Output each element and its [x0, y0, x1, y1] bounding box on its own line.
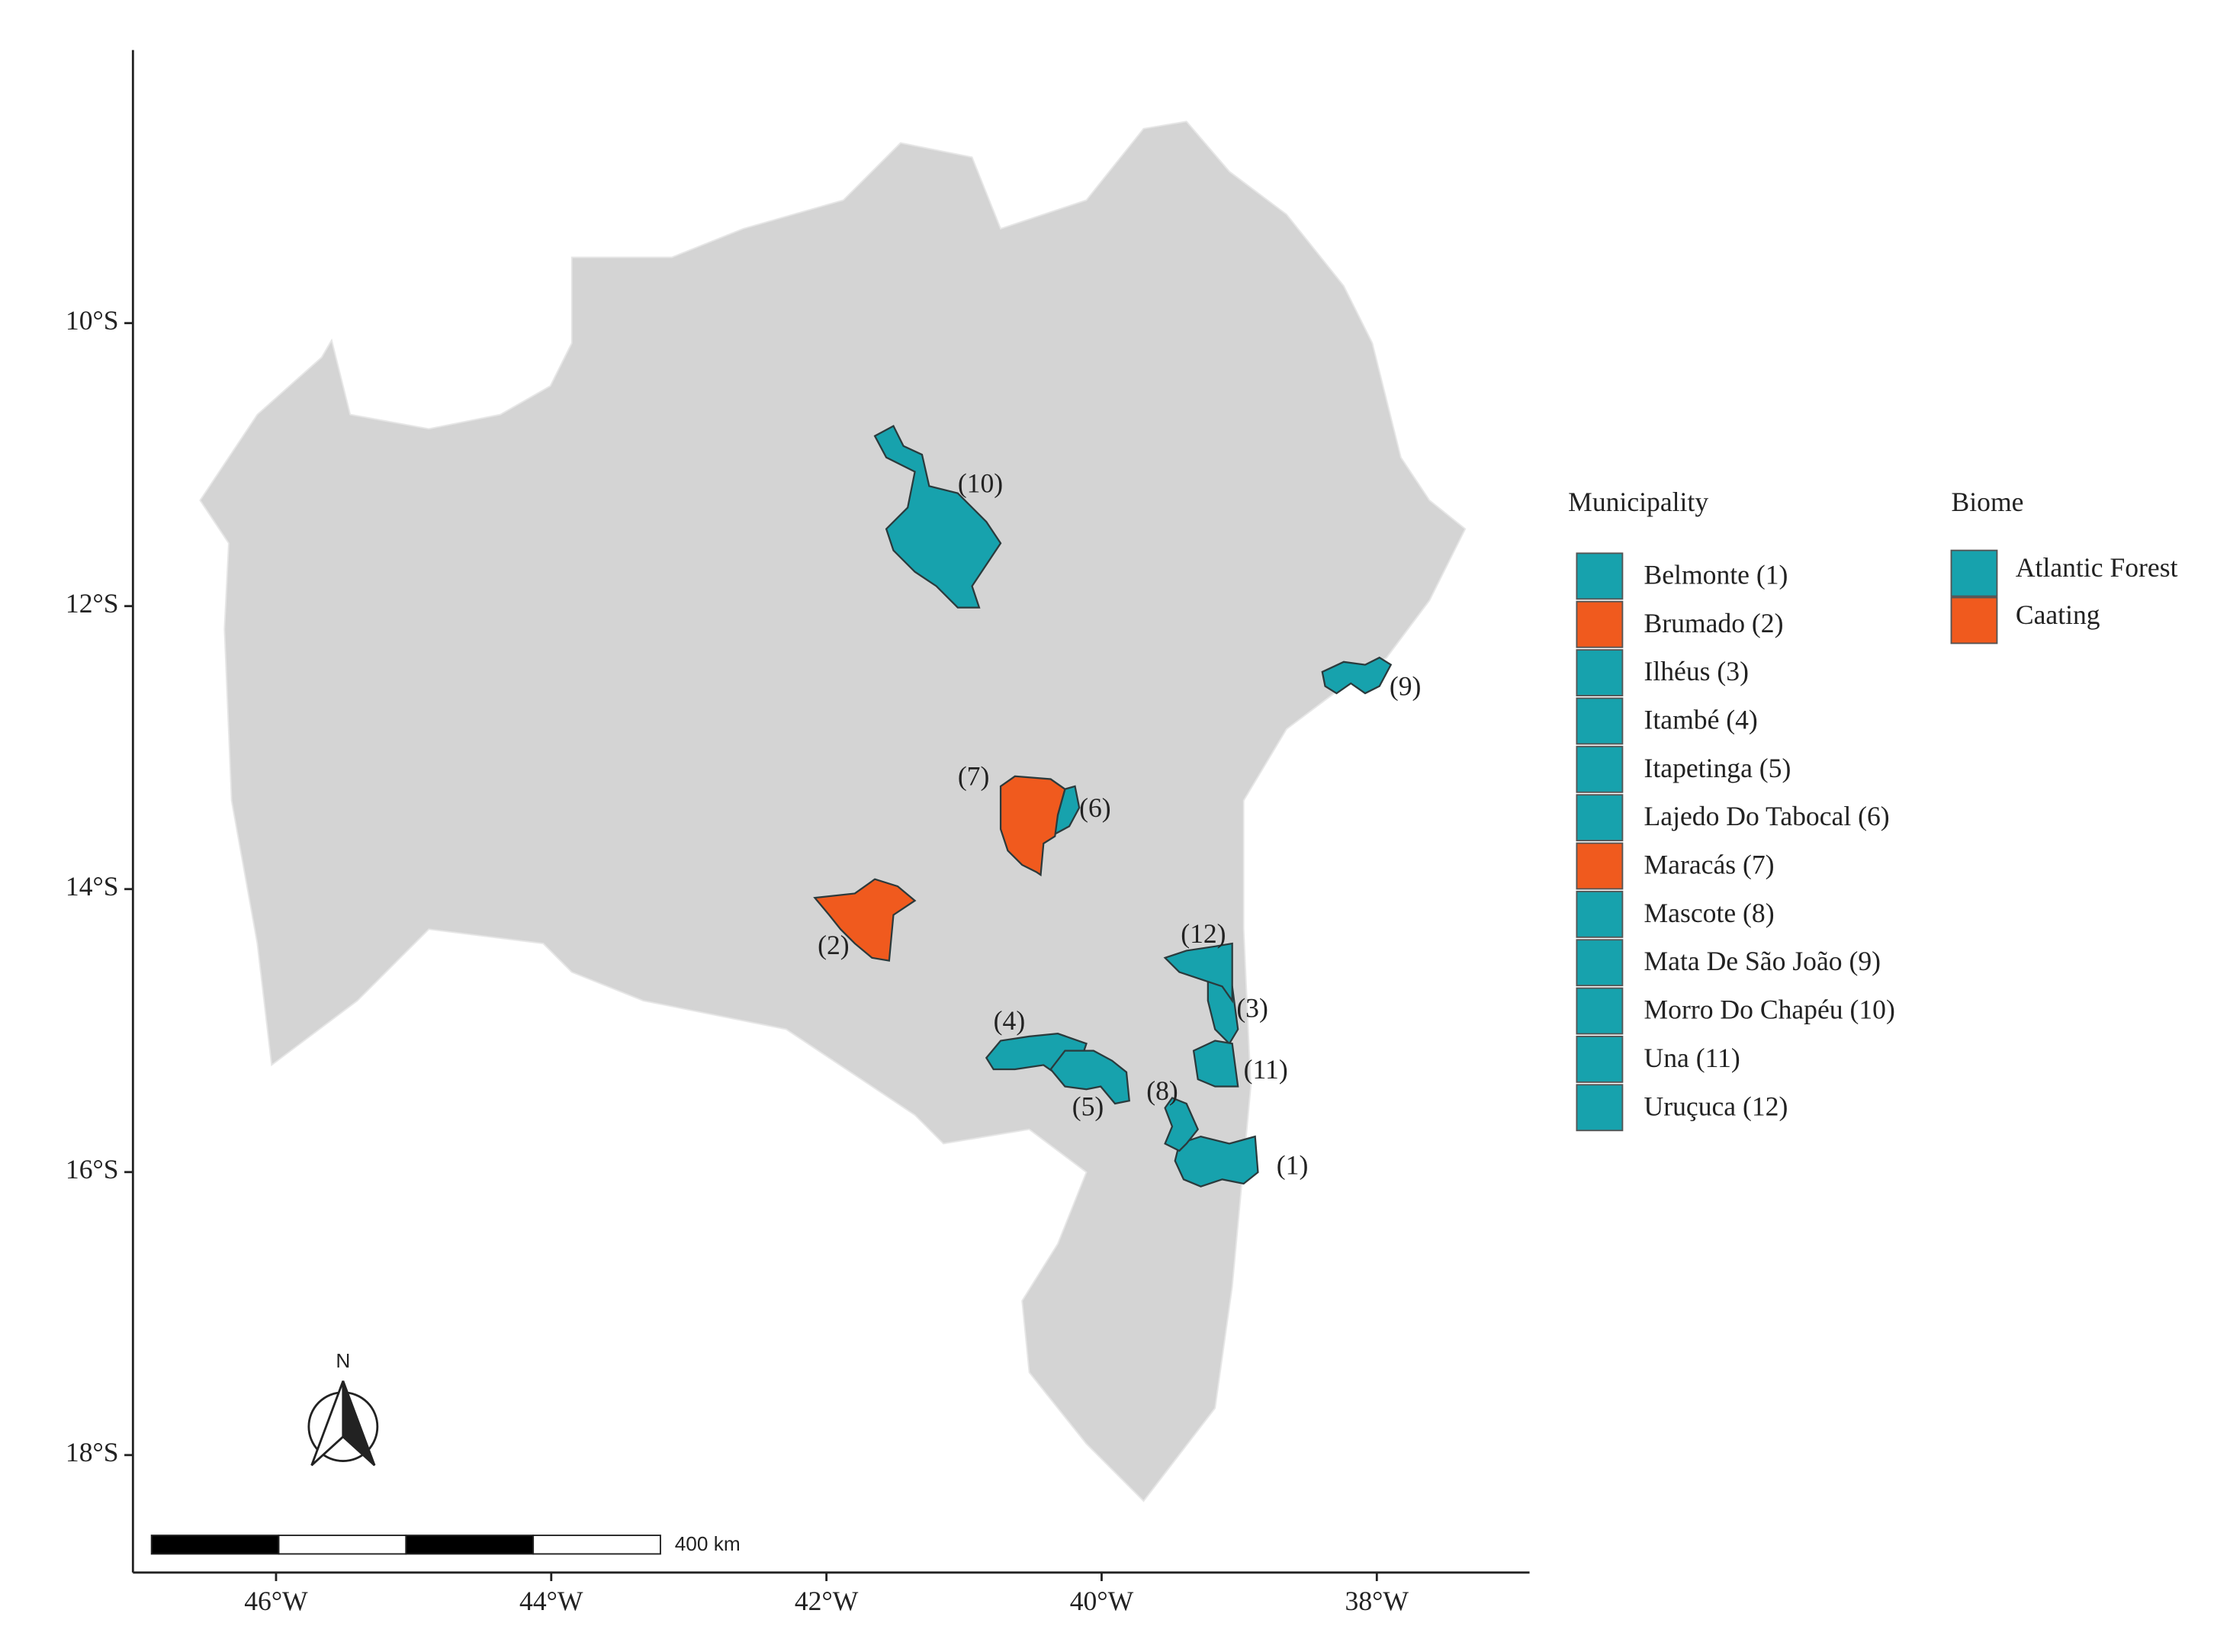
region-label: (1): [1277, 1150, 1309, 1181]
y-tick-label: 18°S: [66, 1437, 119, 1467]
scale-label: 400 km: [675, 1532, 741, 1555]
region-label: (11): [1244, 1054, 1288, 1085]
region-label: (5): [1072, 1091, 1104, 1122]
municipality: [1321, 656, 1393, 695]
legend-swatch: [1950, 549, 1998, 597]
region-label: (7): [958, 761, 990, 792]
legend-label: Itambé (4): [1644, 704, 1758, 734]
region-label: (9): [1390, 671, 1422, 702]
municipality: [1163, 942, 1233, 1004]
region-label: (6): [1079, 792, 1111, 823]
municipality: [1192, 1040, 1239, 1088]
legend-swatch: [1576, 552, 1624, 600]
region-label: (2): [818, 930, 850, 960]
legend-swatch: [1576, 600, 1624, 648]
y-tick-label: 10°S: [66, 305, 119, 336]
legend-swatch: [1576, 939, 1624, 987]
x-tick-label: 46°W: [244, 1586, 308, 1616]
municipality: [873, 425, 1002, 609]
north-arrow: [307, 1380, 379, 1467]
legend-title: Municipality: [1568, 487, 1708, 517]
legend-label: Caating: [2016, 599, 2100, 630]
legend-label: Maracás (7): [1644, 850, 1775, 880]
legend-swatch: [1576, 1084, 1624, 1132]
legend-swatch: [1576, 697, 1624, 745]
legend-swatch: [1576, 794, 1624, 842]
x-tick-label: 40°W: [1070, 1586, 1134, 1616]
y-tick-label: 14°S: [66, 871, 119, 902]
region-label: (12): [1181, 918, 1226, 949]
legend-label: Uruçuca (12): [1644, 1091, 1788, 1121]
y-tick-label: 16°S: [66, 1154, 119, 1184]
legend-label: Mascote (8): [1644, 898, 1775, 928]
region-label: (8): [1146, 1075, 1178, 1106]
municipality: [999, 775, 1066, 877]
region-label: (10): [958, 468, 1003, 498]
municipality: [813, 878, 917, 962]
legend-swatch: [1576, 649, 1624, 696]
legend-swatch: [1950, 596, 1998, 644]
legend-label: Ilhéus (3): [1644, 656, 1749, 686]
x-tick-label: 38°W: [1345, 1586, 1409, 1616]
y-tick-label: 12°S: [66, 588, 119, 619]
municipality: [1049, 1049, 1130, 1105]
scale-bar: [150, 1535, 661, 1555]
region-label: (3): [1236, 992, 1268, 1023]
legend-swatch: [1576, 745, 1624, 793]
legend-label: Atlantic Forest: [2016, 552, 2178, 583]
x-tick-label: 44°W: [519, 1586, 583, 1616]
legend-title: Biome: [1951, 487, 2023, 517]
x-tick-label: 42°W: [795, 1586, 859, 1616]
municipality: [1174, 1135, 1259, 1188]
region-label: (4): [994, 1005, 1026, 1036]
legend-label: Lajedo Do Tabocal (6): [1644, 801, 1890, 831]
legend-swatch: [1576, 987, 1624, 1035]
legend-label: Una (11): [1644, 1043, 1740, 1073]
legend-label: Belmonte (1): [1644, 559, 1788, 590]
legend-swatch: [1576, 1035, 1624, 1083]
legend-swatch: [1576, 842, 1624, 890]
legend-label: Mata De São João (9): [1644, 946, 1881, 976]
legend-swatch: [1576, 890, 1624, 938]
legend-label: Brumado (2): [1644, 608, 1784, 638]
municipality: [1164, 1097, 1200, 1152]
north-label: N: [336, 1349, 350, 1372]
legend-label: Morro Do Chapéu (10): [1644, 995, 1895, 1025]
legend-label: Itapetinga (5): [1644, 753, 1791, 783]
